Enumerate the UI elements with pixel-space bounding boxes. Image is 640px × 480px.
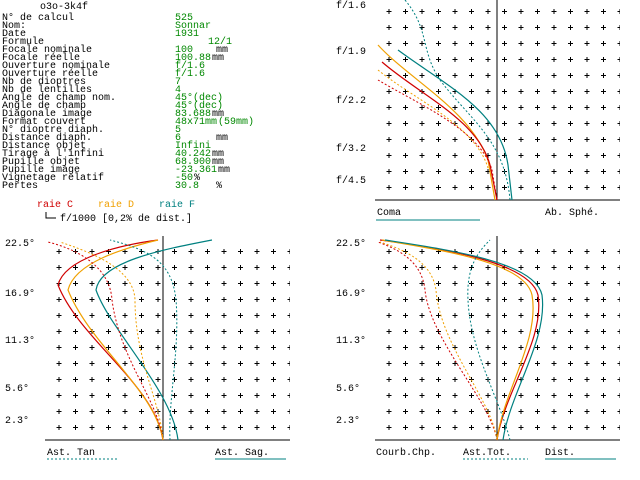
param-label: Formule xyxy=(2,36,44,48)
param-label: N° dioptre diaph. xyxy=(2,124,104,136)
param-unit: mm xyxy=(212,53,224,64)
y-label: 5.6° xyxy=(336,383,360,395)
param-value: 40.242 xyxy=(175,149,211,160)
param-value: 6 xyxy=(175,133,181,144)
param-value: 5 xyxy=(175,125,181,136)
param-label: Nb de dioptres xyxy=(2,76,86,88)
y-label: 2.3° xyxy=(336,415,360,427)
param-value: 68.900 xyxy=(175,157,211,168)
y-label: f/1.6 xyxy=(336,0,366,12)
param-label: Focale réelle xyxy=(2,52,80,64)
grid xyxy=(378,4,620,200)
param-value: 12/1 xyxy=(208,36,232,48)
param-label: Ouverture réelle xyxy=(2,68,98,80)
grid xyxy=(46,238,290,438)
plot-label: Ast. Sag. xyxy=(215,448,269,459)
param-label: Angle de champ nom. xyxy=(2,92,116,104)
underlines xyxy=(47,219,616,460)
plot-label: Coma xyxy=(377,208,401,219)
param-value: 100 xyxy=(175,45,193,56)
param-value: 1931 xyxy=(175,29,199,40)
param-unit: mm xyxy=(212,149,224,160)
param-unit: mm xyxy=(212,157,224,168)
param-label: Nom: xyxy=(2,21,26,32)
y-label: f/3.2 xyxy=(336,143,366,155)
param-label: Pupille objet xyxy=(2,156,80,168)
param-value: 30.8 xyxy=(175,181,199,192)
legend-scale: f/1000 [0,2% de dist.] xyxy=(60,213,192,225)
legend-item: raie F xyxy=(159,199,195,211)
plot-label: Ast.Tot. xyxy=(463,448,511,459)
param-label: Pertes xyxy=(2,181,38,192)
y-label: 16.9° xyxy=(5,288,35,300)
y-label: 11.3° xyxy=(336,335,366,347)
grid xyxy=(378,238,620,438)
param-unit: % xyxy=(194,173,200,184)
param-unit: mm xyxy=(218,165,230,176)
param-label: Date xyxy=(2,29,26,40)
param-label: N° de calcul xyxy=(2,12,74,24)
y-label: f/1.9 xyxy=(336,46,366,58)
param-label: Format couvert xyxy=(2,117,86,128)
param-value: 48x71mm xyxy=(175,117,217,128)
param-label: Angle de champ xyxy=(2,100,86,112)
param-unit: % xyxy=(216,181,222,192)
param-label: Ouverture nominale xyxy=(2,60,110,72)
param-label: Focale nominale xyxy=(2,44,92,56)
y-label: 16.9° xyxy=(336,288,366,300)
param-value: -23.361 xyxy=(175,165,217,176)
y-label: 2.3° xyxy=(5,415,29,427)
param-unit: mm xyxy=(216,45,228,56)
param-label: Tirage à l'infini xyxy=(2,148,104,160)
y-label: 11.3° xyxy=(5,335,35,347)
param-value: 4 xyxy=(175,85,181,96)
legend-item: raie C xyxy=(37,199,73,211)
y-label: 22.5° xyxy=(336,238,366,250)
y-label: f/4.5 xyxy=(336,175,366,187)
param-unit: mm xyxy=(212,109,224,120)
param-unit: (59mm) xyxy=(218,116,254,128)
window-title: o3o-3k4f xyxy=(40,1,88,13)
param-value: 83.688 xyxy=(175,109,211,120)
param-label: Nb de lentilles xyxy=(2,84,92,96)
param-value: 7 xyxy=(175,77,181,88)
param-value: f/1.6 xyxy=(175,68,205,80)
param-value: 525 xyxy=(175,13,193,24)
param-value: f/1.6 xyxy=(175,60,205,72)
legend-item: raie D xyxy=(98,199,134,211)
plot-label: Ast. Tan xyxy=(47,448,95,459)
param-label: Distance diaph. xyxy=(2,132,92,144)
param-value: 45°(dec) xyxy=(175,100,223,112)
param-value: 100.88 xyxy=(175,53,211,64)
coma-curves xyxy=(377,0,513,201)
y-label: 22.5° xyxy=(5,238,35,250)
plot-label: Dist. xyxy=(545,447,575,459)
y-label: f/2.2 xyxy=(336,95,366,107)
labels: raie C raie D raie F f/1000 [0,2% de dist.]… xyxy=(5,0,599,459)
plot-label: Ab. Sphé. xyxy=(545,207,599,219)
param-value: Infini xyxy=(175,140,211,152)
parameters: N° de calcul 525 Nom: Sonnar Date 1931 Formule… xyxy=(2,12,254,192)
scale-bar xyxy=(45,212,56,219)
param-label: Vignetage relatif xyxy=(2,172,104,184)
param-label: Pupille image xyxy=(2,164,80,176)
param-value: 45°(dec) xyxy=(175,92,223,104)
plot-label: Courb.Chp. xyxy=(376,447,436,459)
astig-curves xyxy=(47,239,213,441)
param-label: Diagonale image xyxy=(2,108,92,120)
param-label: Distance objet xyxy=(2,140,86,152)
field-curves xyxy=(377,239,544,441)
param-value: Sonnar xyxy=(175,21,211,32)
param-value: -50 xyxy=(175,173,193,184)
param-unit: mm xyxy=(216,133,228,144)
y-label: 5.6° xyxy=(5,383,29,395)
